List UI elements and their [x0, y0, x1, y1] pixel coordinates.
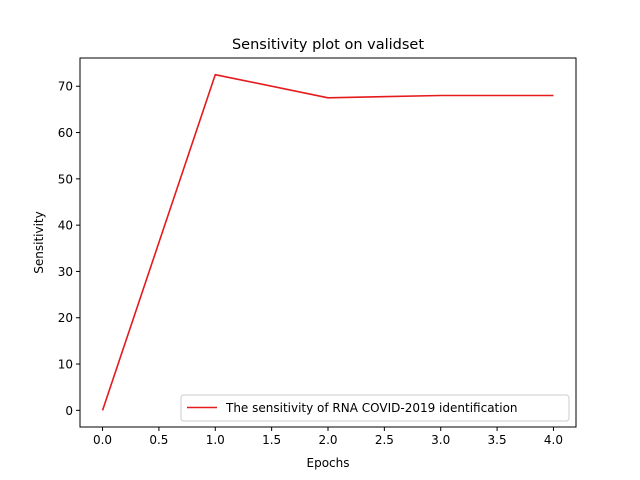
x-tick-label: 3.5: [488, 433, 507, 447]
y-tick-label: 10: [58, 358, 73, 372]
x-tick-label: 2.0: [318, 433, 337, 447]
y-tick-label: 20: [58, 311, 73, 325]
y-tick-label: 40: [58, 219, 73, 233]
x-tick-label: 1.5: [262, 433, 281, 447]
x-tick-label: 3.0: [431, 433, 450, 447]
series-line-0: [101, 73, 554, 411]
series-layer: [101, 73, 554, 411]
x-axis-ticks: 0.0 0.5 1.0 1.5 2.0 2.5 3.0 3.5 4.0: [93, 427, 563, 447]
plot-frame: [79, 57, 577, 428]
legend-box: [180, 394, 570, 422]
y-tick-label: 50: [58, 172, 73, 186]
x-tick-label: 2.5: [375, 433, 394, 447]
y-tick-label: 70: [58, 80, 73, 94]
x-axis-label: Epochs: [307, 456, 350, 470]
x-tick-label: 4.0: [544, 433, 563, 447]
y-axis-label: Sensitivity: [32, 211, 46, 273]
x-tick-label: 0.5: [149, 433, 168, 447]
x-tick-label: 1.0: [206, 433, 225, 447]
legend: The sensitivity of RNA COVID-2019 identi…: [180, 394, 570, 422]
y-axis-ticks: 0 10 20 30 40 50 60 70: [58, 80, 80, 418]
y-tick-label: 30: [58, 265, 73, 279]
chart-title: Sensitivity plot on validset: [232, 37, 424, 53]
y-tick-label: 0: [65, 404, 73, 418]
legend-label: The sensitivity of RNA COVID-2019 identi…: [225, 401, 518, 415]
y-tick-label: 60: [58, 126, 73, 140]
x-tick-label: 0.0: [93, 433, 112, 447]
